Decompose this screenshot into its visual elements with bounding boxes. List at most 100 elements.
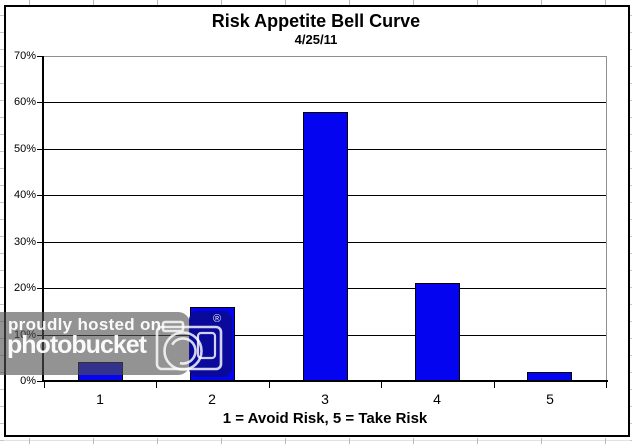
worksheet-tick (630, 270, 632, 271)
y-tick-label: 30% (13, 236, 36, 248)
worksheet-tick (0, 440, 4, 441)
y-axis-tick (37, 242, 43, 243)
x-axis-title: 1 = Avoid Risk, 5 = Take Risk (222, 410, 428, 427)
worksheet-tick (0, 66, 4, 67)
x-axis-tick (606, 382, 607, 388)
worksheet-tick (630, 287, 632, 288)
registered-mark: ® (213, 313, 222, 325)
chart-border (4, 5, 630, 437)
worksheet-tick (630, 202, 632, 203)
worksheet-tick (477, 0, 478, 5)
y-tick-label: 40% (13, 189, 36, 201)
x-axis-tick (44, 382, 45, 388)
worksheet-tick (221, 438, 222, 444)
y-tick-label: 60% (13, 96, 36, 108)
x-axis (42, 380, 608, 382)
worksheet-tick (157, 0, 158, 5)
worksheet-tick (93, 438, 94, 444)
worksheet-tick (630, 219, 632, 220)
worksheet-tick (605, 0, 606, 5)
worksheet-tick (0, 100, 4, 101)
worksheet-tick (93, 0, 94, 5)
chart-subtitle: 4/25/11 (294, 32, 338, 47)
worksheet-tick (0, 185, 4, 186)
worksheet-tick (0, 389, 4, 390)
worksheet-tick (0, 423, 4, 424)
worksheet-tick (630, 49, 632, 50)
worksheet-gridline (0, 440, 632, 441)
worksheet-tick (29, 0, 30, 5)
worksheet-tick (630, 83, 632, 84)
worksheet-tick (221, 0, 222, 5)
bar (415, 283, 460, 381)
y-axis (42, 56, 44, 381)
photobucket-logo-tile (189, 311, 232, 377)
worksheet-tick (630, 321, 632, 322)
worksheet-tick (349, 438, 350, 444)
watermark-band (0, 312, 190, 375)
x-tick-label: 5 (546, 391, 554, 407)
worksheet-tick (630, 151, 632, 152)
x-tick-label: 1 (96, 391, 104, 407)
worksheet-tick (630, 236, 632, 237)
worksheet-tick (630, 406, 632, 407)
x-axis-tick (381, 382, 382, 388)
y-axis-tick (37, 102, 43, 103)
worksheet-tick (29, 438, 30, 444)
worksheet-tick (630, 100, 632, 101)
worksheet-tick (630, 440, 632, 441)
worksheet-tick (630, 389, 632, 390)
chart-title: Risk Appetite Bell Curve (211, 11, 421, 31)
y-axis-tick (37, 381, 43, 382)
watermark-text-line1: proudly hosted on (8, 315, 162, 334)
worksheet-tick (630, 117, 632, 118)
worksheet-tick (630, 372, 632, 373)
y-tick-label: 70% (13, 50, 36, 62)
worksheet-tick (477, 438, 478, 444)
worksheet-tick (630, 423, 632, 424)
worksheet-tick (0, 32, 4, 33)
worksheet-tick (0, 83, 4, 84)
worksheet-tick (630, 304, 632, 305)
worksheet-tick (413, 438, 414, 444)
worksheet-tick (541, 438, 542, 444)
x-tick-label: 2 (208, 391, 216, 407)
gridline (44, 102, 606, 103)
y-tick-label: 50% (13, 143, 36, 155)
worksheet-tick (0, 253, 4, 254)
camera-icon (155, 320, 223, 371)
worksheet-tick (0, 168, 4, 169)
x-axis-tick (494, 382, 495, 388)
worksheet-tick (349, 0, 350, 5)
worksheet-tick (630, 134, 632, 135)
worksheet-tick (630, 338, 632, 339)
camera-lens (163, 331, 203, 371)
y-tick-label: 0% (20, 375, 36, 387)
y-axis-tick (37, 149, 43, 150)
worksheet-tick (630, 185, 632, 186)
worksheet-tick (630, 66, 632, 67)
x-tick-label: 4 (433, 391, 441, 407)
x-axis-tick (269, 382, 270, 388)
x-axis-tick (156, 382, 157, 388)
worksheet-tick (0, 117, 4, 118)
y-tick-label: 20% (13, 282, 36, 294)
worksheet-tick (0, 134, 4, 135)
worksheet-tick (630, 168, 632, 169)
worksheet-tick (0, 270, 4, 271)
worksheet-tick (630, 15, 632, 16)
y-axis-tick (37, 195, 43, 196)
worksheet-tick (413, 0, 414, 5)
worksheet-tick (0, 219, 4, 220)
worksheet-tick (0, 406, 4, 407)
worksheet-tick (630, 355, 632, 356)
worksheet-tick (0, 202, 4, 203)
worksheet-tick (0, 15, 4, 16)
worksheet-tick (285, 0, 286, 5)
worksheet-tick (0, 304, 4, 305)
worksheet-tick (285, 438, 286, 444)
worksheet-tick (630, 253, 632, 254)
camera-lens-highlight (169, 337, 197, 365)
x-tick-label: 3 (321, 391, 329, 407)
